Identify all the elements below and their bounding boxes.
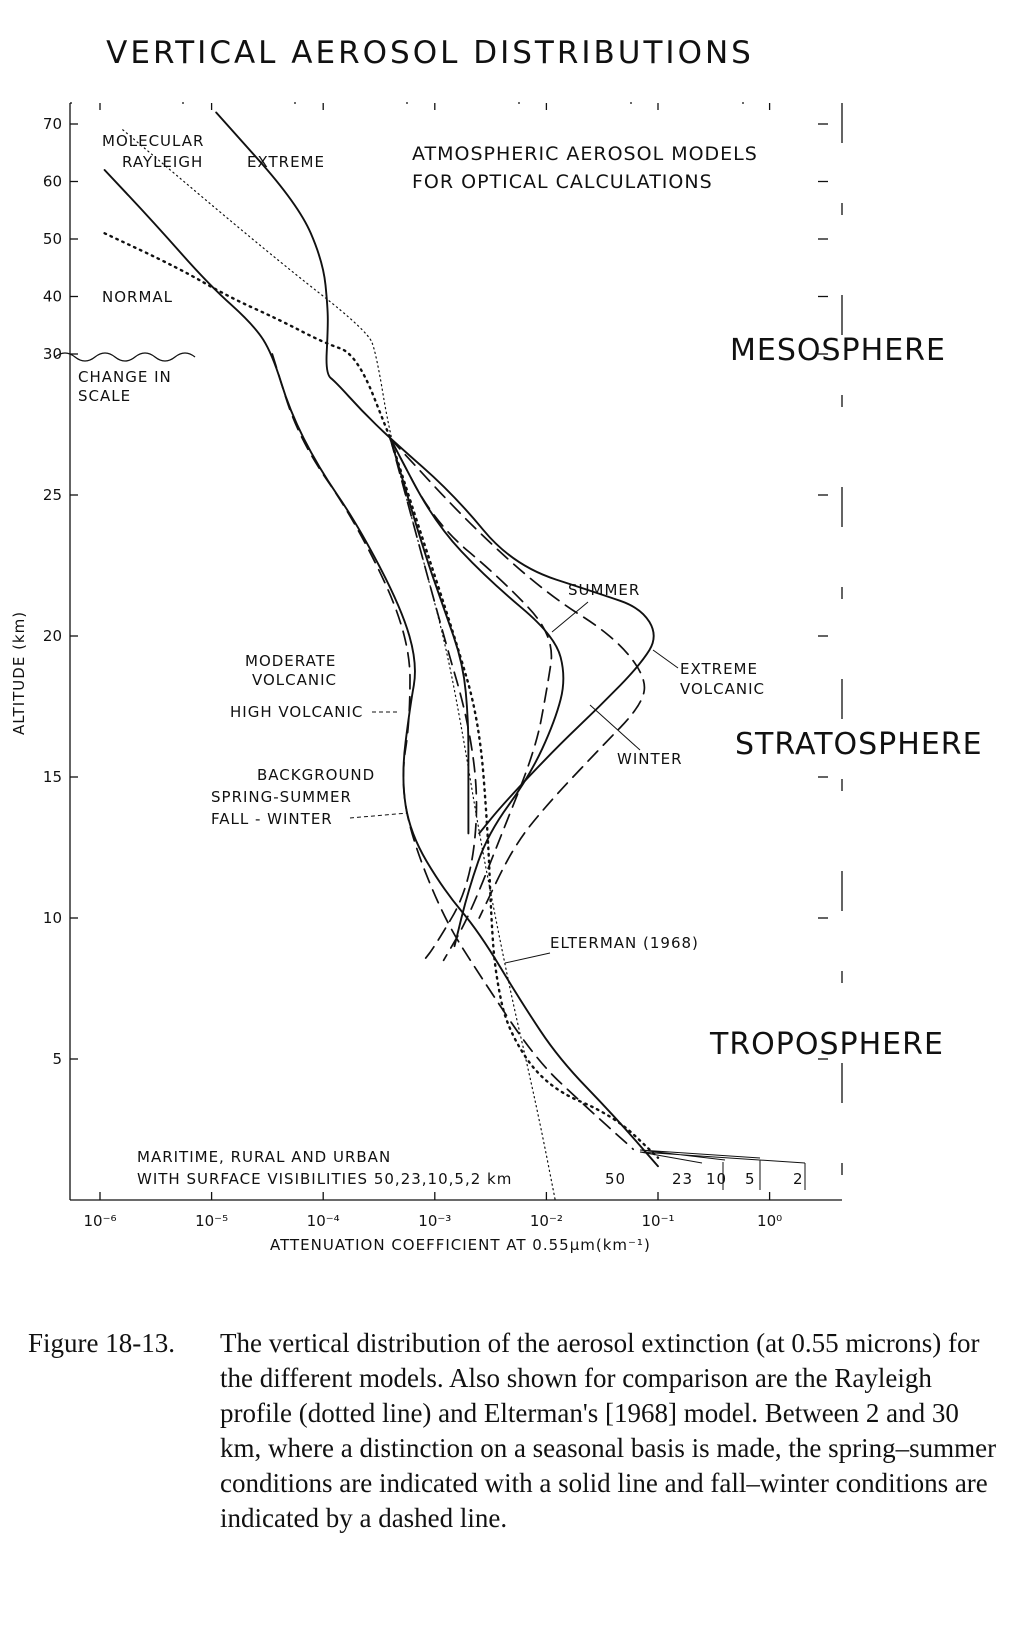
series-line-extreme	[215, 111, 655, 835]
x-tick-label: 10⁻³	[418, 1212, 451, 1230]
y-tick-label: 25	[43, 486, 62, 504]
region-stratosphere: STRATOSPHERE	[735, 727, 983, 762]
series-line-winter	[389, 437, 553, 962]
elterman-leader	[504, 952, 551, 964]
y-tick-label: 5	[52, 1050, 62, 1068]
background-leader	[349, 812, 409, 819]
chart-axes	[69, 102, 843, 1201]
label-moderate-1: MODERATE	[245, 652, 336, 670]
label-scale: SCALE	[78, 387, 131, 405]
label-molecular: MOLECULAR	[102, 132, 204, 150]
label-elterman: ELTERMAN (1968)	[550, 934, 699, 952]
series-line-normal	[103, 169, 659, 1168]
label-winter: WINTER	[617, 750, 683, 768]
series-line-extreme-volcanic	[389, 437, 646, 919]
label-fall-winter: FALL - WINTER	[211, 810, 333, 828]
x-tick-label: 10⁰	[757, 1212, 782, 1230]
series-line-high-volcanic	[271, 353, 635, 1151]
x-tick-label: 10⁻⁵	[195, 1212, 228, 1230]
y-tick-label: 40	[43, 288, 62, 306]
label-extreme-volcanic-1: EXTREME	[680, 660, 758, 678]
models-note-line1: ATMOSPHERIC AEROSOL MODELS	[412, 143, 758, 165]
caption-text: The vertical distribution of the aerosol…	[220, 1328, 997, 1533]
x-tick-label: 10⁻²	[530, 1212, 563, 1230]
y-tick-label: 10	[43, 909, 62, 927]
series-line-moderate-volcanic	[389, 437, 470, 835]
vis-label-10: 10	[706, 1170, 727, 1188]
y-tick-label: 70	[43, 115, 62, 133]
label-change-in: CHANGE IN	[78, 368, 172, 386]
x-ticks: 10⁻⁶ 10⁻⁵ 10⁻⁴ 10⁻³ 10⁻² 10⁻¹ 10⁰	[83, 103, 782, 1230]
label-spring-summer: SPRING-SUMMER	[211, 788, 352, 806]
y-tick-label: 30	[43, 345, 62, 363]
series-line-summer	[389, 437, 565, 948]
summer-leader	[551, 601, 589, 633]
label-moderate-2: VOLCANIC	[252, 671, 337, 689]
series-line-background-fall-winter	[389, 437, 478, 962]
y-tick-label: 50	[43, 230, 62, 248]
winter-leader	[589, 704, 641, 751]
vis-label-5: 5	[745, 1170, 756, 1188]
label-surface-1: MARITIME, RURAL AND URBAN	[137, 1148, 391, 1166]
series-line-molecular-rayleigh	[122, 129, 556, 1201]
series-group	[103, 111, 660, 1201]
vis-label-50: 50	[605, 1170, 626, 1188]
y-ticks: 5 10 15 20 25 30 40 50 60 70	[43, 115, 828, 1068]
page-title: VERTICAL AEROSOL DISTRIBUTIONS	[106, 34, 754, 71]
label-surface-2: WITH SURFACE VISIBILITIES 50,23,10,5,2 k…	[137, 1170, 512, 1188]
scale-break-mark	[54, 352, 196, 362]
x-tick-label: 10⁻⁶	[83, 1212, 116, 1230]
label-rayleigh: RAYLEIGH	[122, 153, 203, 171]
x-axis-label: ATTENUATION COEFFICIENT AT 0.55µm(km⁻¹)	[270, 1236, 651, 1254]
caption-label: Figure 18-13.	[28, 1328, 175, 1358]
label-extreme-volcanic-2: VOLCANIC	[680, 680, 765, 698]
y-tick-label: 15	[43, 768, 62, 786]
region-troposphere: TROPOSPHERE	[709, 1027, 944, 1062]
label-background: BACKGROUND	[257, 766, 375, 784]
label-normal: NORMAL	[102, 288, 173, 306]
label-extreme: EXTREME	[247, 153, 325, 171]
series-line-normal-dotted	[103, 232, 392, 440]
y-tick-label: 20	[43, 627, 62, 645]
extreme-volcanic-leader	[652, 649, 679, 669]
label-summer: SUMMER	[568, 581, 640, 599]
label-high-volcanic: HIGH VOLCANIC	[230, 703, 363, 721]
y-axis-label: ALTITUDE (km)	[10, 611, 28, 735]
y-tick-label: 60	[43, 173, 62, 191]
vis-brackets	[639, 1149, 806, 1190]
visibility-labels: 50 23 10 5 2	[605, 1149, 806, 1190]
series-line-elterman-1968	[389, 437, 660, 1159]
region-mesosphere: MESOSPHERE	[730, 333, 946, 368]
x-tick-label: 10⁻¹	[641, 1212, 674, 1230]
models-note-line2: FOR OPTICAL CALCULATIONS	[412, 171, 713, 193]
vis-label-2: 2	[793, 1170, 804, 1188]
vis-label-23: 23	[672, 1170, 693, 1188]
x-tick-label: 10⁻⁴	[307, 1212, 340, 1230]
